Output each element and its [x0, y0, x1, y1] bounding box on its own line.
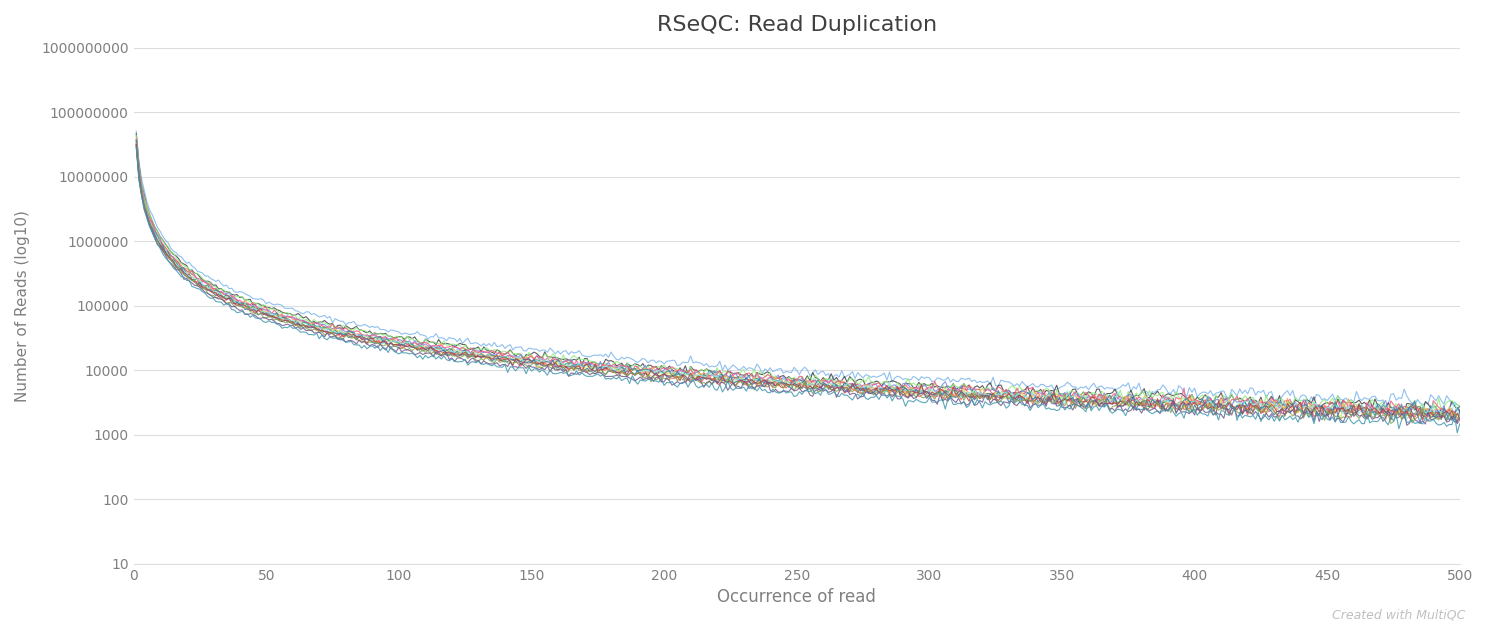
- X-axis label: Occurrence of read: Occurrence of read: [717, 588, 876, 606]
- Title: RSeQC: Read Duplication: RSeQC: Read Duplication: [656, 15, 937, 35]
- Text: Created with MultiQC: Created with MultiQC: [1332, 608, 1466, 621]
- Y-axis label: Number of Reads (log10): Number of Reads (log10): [15, 210, 30, 402]
